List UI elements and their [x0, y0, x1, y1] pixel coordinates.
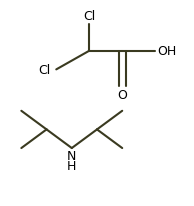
Text: H: H [67, 160, 76, 173]
Text: OH: OH [157, 45, 176, 58]
Text: Cl: Cl [83, 10, 95, 23]
Text: O: O [117, 89, 127, 102]
Text: N: N [67, 149, 76, 162]
Text: Cl: Cl [38, 64, 50, 76]
